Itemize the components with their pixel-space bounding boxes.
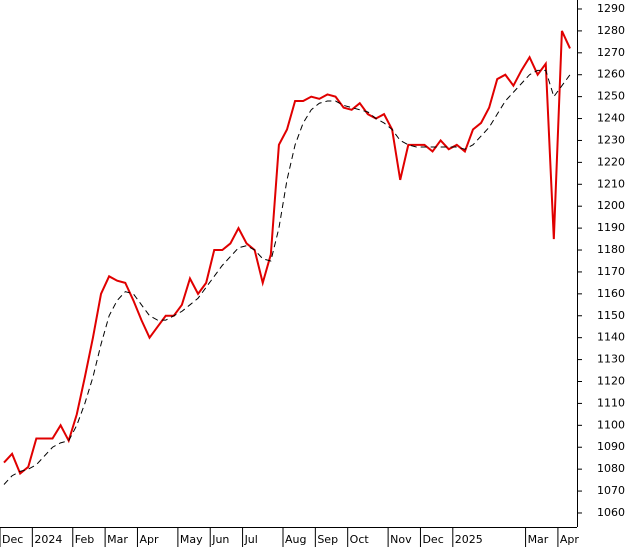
- y-tick-label: 1170: [597, 265, 625, 278]
- x-tick-label: Mar: [107, 533, 128, 546]
- y-tick-label: 1260: [597, 68, 625, 81]
- y-tick-label: 1130: [597, 353, 625, 366]
- x-tick-label: Feb: [75, 533, 94, 546]
- x-tick-label: Aug: [285, 533, 306, 546]
- y-tick-label: 1250: [597, 90, 625, 103]
- x-tick-label: Dec: [2, 533, 23, 546]
- y-tick-label: 1060: [597, 506, 625, 519]
- y-tick-label: 1070: [597, 484, 625, 497]
- x-tick-label: Apr: [560, 533, 580, 546]
- y-tick-label: 1120: [597, 374, 625, 387]
- x-tick-label: 2024: [34, 533, 62, 546]
- x-tick-label: 2025: [455, 533, 483, 546]
- y-tick-label: 1280: [597, 24, 625, 37]
- y-tick-label: 1100: [597, 418, 625, 431]
- y-tick-label: 1210: [597, 177, 625, 190]
- y-tick-label: 1160: [597, 287, 625, 300]
- y-tick-label: 1180: [597, 243, 625, 256]
- x-tick-label: Jul: [244, 533, 258, 546]
- y-tick-label: 1290: [597, 2, 625, 15]
- y-tick-label: 1140: [597, 331, 625, 344]
- x-tick-label: Dec: [422, 533, 443, 546]
- y-tick-label: 1240: [597, 112, 625, 125]
- y-tick-label: 1220: [597, 155, 625, 168]
- y-tick-label: 1150: [597, 309, 625, 322]
- y-tick-label: 1190: [597, 221, 625, 234]
- x-tick-label: Sep: [317, 533, 338, 546]
- x-tick-label: Mar: [528, 533, 549, 546]
- x-tick-label: Nov: [390, 533, 412, 546]
- y-tick-label: 1080: [597, 462, 625, 475]
- y-tick-label: 1110: [597, 396, 625, 409]
- y-tick-label: 1270: [597, 46, 625, 59]
- x-tick-label: Jun: [211, 533, 229, 546]
- price-line: [3, 30, 571, 476]
- y-tick-label: 1090: [597, 440, 625, 453]
- x-tick-label: Apr: [139, 533, 159, 546]
- y-tick-label: 1200: [597, 199, 625, 212]
- y-tick-label: 1230: [597, 133, 625, 146]
- x-tick-label: Oct: [350, 533, 370, 546]
- average-line: [3, 69, 571, 485]
- x-tick-label: May: [180, 533, 203, 546]
